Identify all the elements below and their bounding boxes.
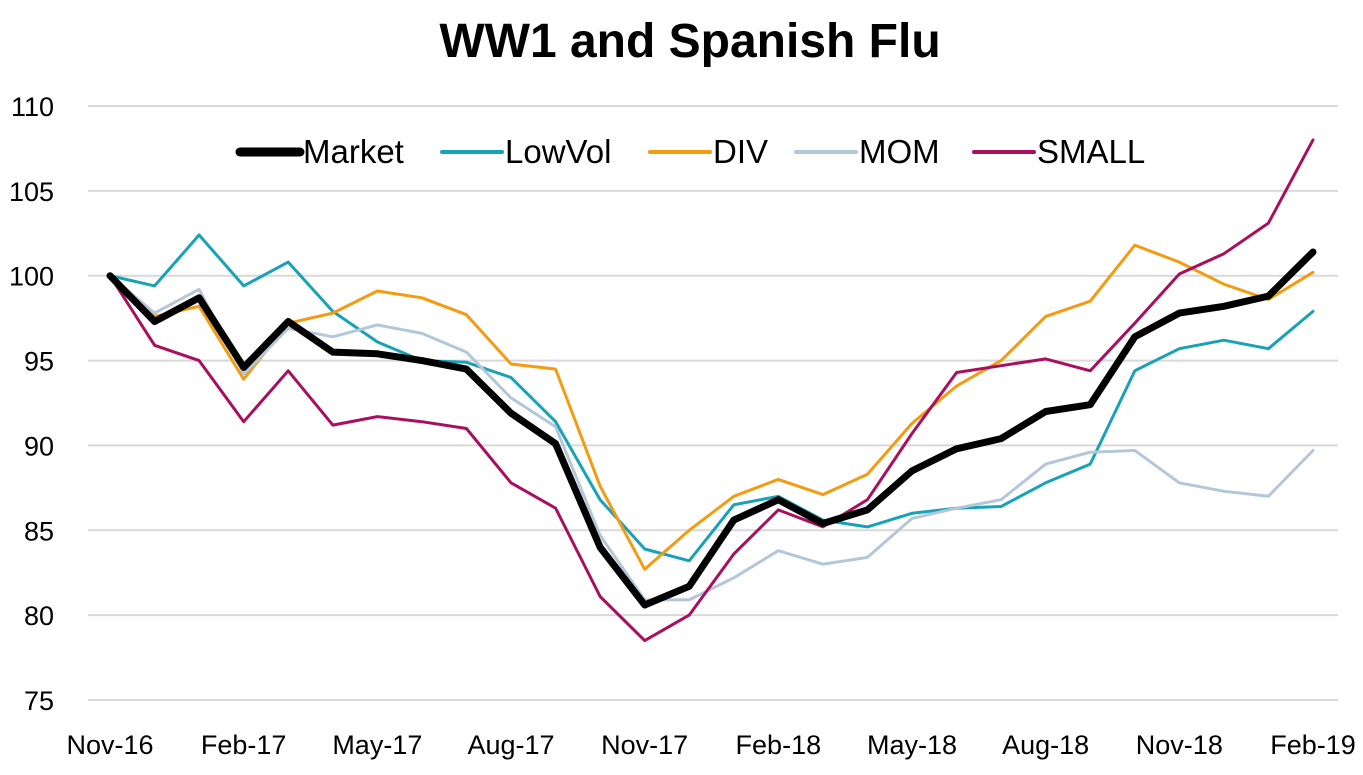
y-tick-label: 100 xyxy=(9,262,54,292)
y-tick-label: 90 xyxy=(24,431,54,461)
series-line-lowvol xyxy=(108,233,1315,563)
x-tick-label: Nov-16 xyxy=(66,730,153,760)
gridlines xyxy=(88,105,1338,701)
x-tick-label: Feb-18 xyxy=(736,730,822,760)
series-line-market xyxy=(106,248,1317,609)
legend: Market LowVol DIV MOM SMALL xyxy=(235,133,1145,170)
series-lines xyxy=(106,138,1317,643)
y-tick-label: 110 xyxy=(11,92,54,122)
legend-label-mom: MOM xyxy=(859,133,940,170)
series-line-small xyxy=(108,138,1315,643)
legend-label-div: DIV xyxy=(713,133,768,170)
x-tick-label: Feb-17 xyxy=(201,730,287,760)
y-tick-label: 95 xyxy=(24,347,54,377)
x-tick-label: Nov-17 xyxy=(601,730,688,760)
x-tick-label: Aug-18 xyxy=(1002,730,1089,760)
axes: 75 80 85 90 95 100 105 110 Nov-16 Feb-17 May-17 Aug… xyxy=(9,92,1356,760)
x-tick-label: Aug-17 xyxy=(467,730,554,760)
y-tick-label: 85 xyxy=(24,516,54,546)
x-tick-label: Feb-19 xyxy=(1270,730,1356,760)
y-tick-label: 75 xyxy=(24,686,54,716)
x-tick-label: May-17 xyxy=(332,730,422,760)
y-tick-label: 105 xyxy=(9,177,54,207)
legend-label-lowvol: LowVol xyxy=(505,133,611,170)
series-line-mom xyxy=(108,274,1315,602)
x-tick-label: Nov-18 xyxy=(1136,730,1223,760)
x-tick-label: May-18 xyxy=(867,730,957,760)
chart-title: WW1 and Spanish Flu xyxy=(439,15,941,68)
series-line-div xyxy=(108,243,1315,571)
y-tick-label: 80 xyxy=(24,601,54,631)
legend-label-market: Market xyxy=(303,133,404,170)
legend-label-small: SMALL xyxy=(1037,133,1145,170)
